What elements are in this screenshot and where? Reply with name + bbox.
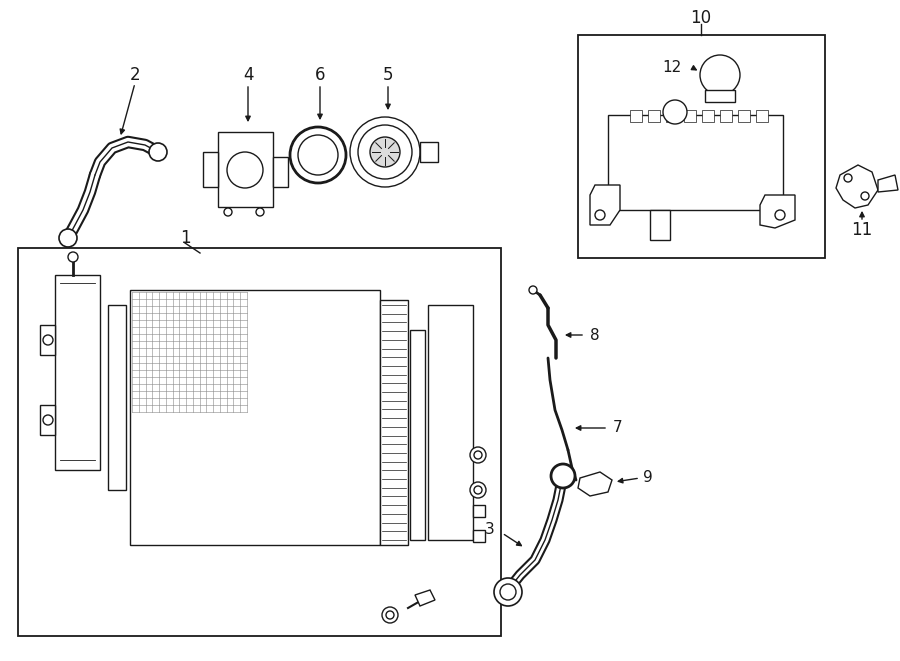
Polygon shape: [415, 590, 435, 606]
Circle shape: [370, 137, 400, 167]
Bar: [410, 330, 425, 540]
Circle shape: [844, 174, 852, 182]
Circle shape: [494, 578, 522, 606]
Circle shape: [700, 55, 740, 95]
Circle shape: [470, 482, 486, 498]
Bar: [380, 300, 408, 545]
Circle shape: [861, 192, 869, 200]
Circle shape: [43, 335, 53, 345]
Circle shape: [350, 117, 420, 187]
Circle shape: [290, 127, 346, 183]
Bar: [578, 35, 825, 258]
Text: 7: 7: [613, 420, 623, 436]
Circle shape: [59, 229, 77, 247]
Polygon shape: [273, 157, 288, 187]
Bar: [702, 110, 714, 122]
Circle shape: [551, 464, 575, 488]
Bar: [684, 110, 696, 122]
Polygon shape: [650, 210, 670, 240]
Bar: [666, 110, 678, 122]
Text: 1: 1: [180, 229, 190, 247]
Circle shape: [500, 584, 516, 600]
Text: 6: 6: [315, 66, 325, 84]
Bar: [738, 110, 750, 122]
Polygon shape: [836, 165, 878, 208]
Text: 11: 11: [851, 221, 873, 239]
Bar: [473, 505, 485, 517]
Polygon shape: [55, 275, 100, 470]
Bar: [648, 110, 660, 122]
Polygon shape: [218, 132, 273, 207]
Polygon shape: [760, 195, 795, 228]
Circle shape: [529, 286, 537, 294]
Bar: [18, 248, 501, 636]
Text: 2: 2: [130, 66, 140, 84]
Bar: [130, 290, 380, 545]
Circle shape: [298, 135, 338, 175]
Circle shape: [149, 143, 167, 161]
Polygon shape: [590, 185, 620, 225]
Bar: [473, 530, 485, 542]
Polygon shape: [878, 175, 898, 192]
Circle shape: [470, 447, 486, 463]
Circle shape: [775, 210, 785, 220]
Bar: [108, 305, 126, 490]
Polygon shape: [578, 472, 612, 496]
Text: 4: 4: [243, 66, 253, 84]
Polygon shape: [40, 405, 55, 435]
Polygon shape: [40, 325, 55, 355]
Text: 5: 5: [382, 66, 393, 84]
Bar: [608, 115, 783, 210]
Circle shape: [358, 125, 412, 179]
Circle shape: [256, 208, 264, 216]
Bar: [720, 110, 732, 122]
Circle shape: [595, 210, 605, 220]
Text: 12: 12: [662, 61, 681, 75]
Circle shape: [382, 607, 398, 623]
Circle shape: [474, 451, 482, 459]
Bar: [420, 142, 438, 162]
Circle shape: [68, 252, 78, 262]
Text: 8: 8: [590, 327, 599, 342]
Circle shape: [474, 486, 482, 494]
Circle shape: [224, 208, 232, 216]
Bar: [630, 110, 642, 122]
Text: 10: 10: [690, 9, 712, 27]
Circle shape: [663, 100, 687, 124]
Circle shape: [386, 611, 394, 619]
Polygon shape: [203, 152, 218, 187]
Circle shape: [43, 415, 53, 425]
Polygon shape: [428, 305, 473, 540]
Circle shape: [227, 152, 263, 188]
Text: 9: 9: [644, 471, 652, 485]
Bar: [705, 90, 735, 102]
Text: 3: 3: [485, 522, 495, 537]
Bar: [756, 110, 768, 122]
